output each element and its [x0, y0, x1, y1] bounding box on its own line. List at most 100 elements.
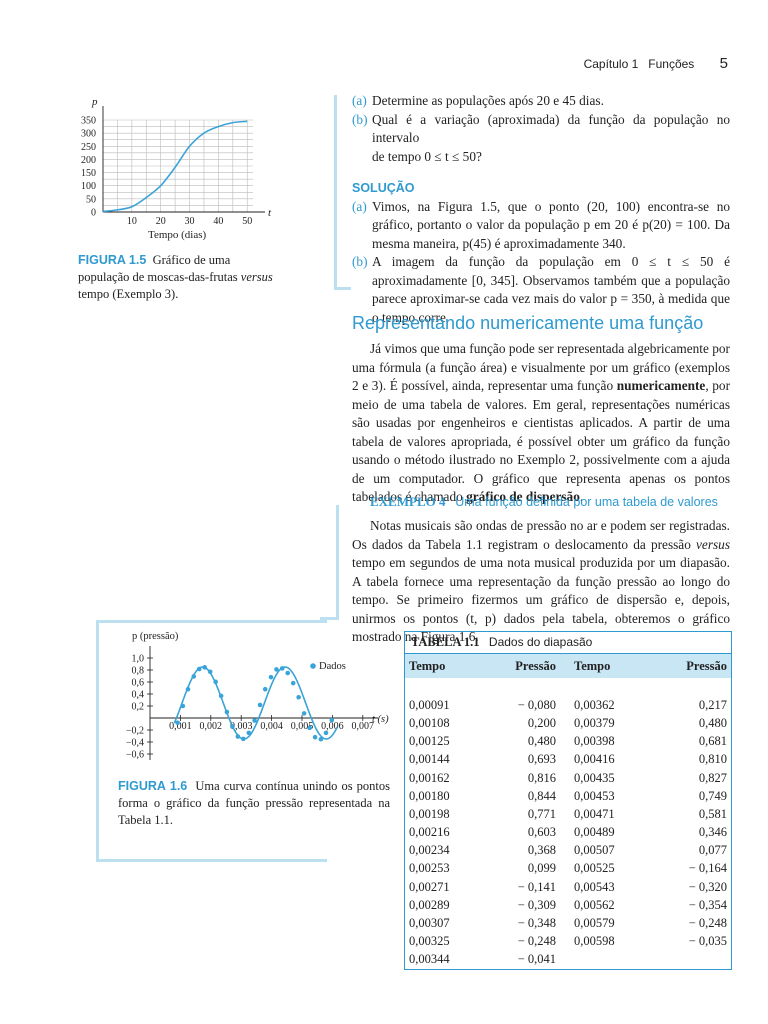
caption-text: Uma curva contínua unindo os pontos form…: [118, 779, 390, 827]
table-cell: − 0,141: [517, 879, 557, 894]
table-cell: − 0,248: [688, 916, 727, 931]
axes: 1,00,80,60,40,2 −0,2−0,4−0,6 0,001 0,002 0,0…: [126, 646, 378, 761]
caption-italic: versus: [240, 270, 273, 284]
item-text: Determine as populações após 20 e 45 dia…: [372, 93, 604, 108]
item-text-2: de tempo 0 ≤ t ≤ 50?: [372, 148, 482, 164]
table-cell: 0,00289: [409, 897, 450, 912]
data-point: [279, 666, 285, 671]
table-row: 0,00344 − 0,041: [405, 951, 731, 969]
data-point: [296, 694, 301, 700]
population-curve: [102, 120, 248, 213]
table-row: 0,00325 − 0,248 0,00598 − 0,035: [405, 933, 731, 951]
table-row: 0,00180 0,844 0,00453 0,749: [405, 787, 731, 805]
table-cell: 0,00471: [574, 806, 615, 821]
para-end: .: [579, 489, 584, 504]
t-axis-label: t: [268, 207, 272, 219]
table-cell: 0,00234: [409, 843, 450, 858]
data-point: [191, 674, 197, 679]
table-rows: 0,00091− 0,080 0,00362 0,217 0,00108 0,200 0,…: [405, 696, 731, 969]
data-point: [224, 709, 230, 715]
table-caption: TABELA 1.1 Dados do diapasão: [405, 632, 731, 654]
item-text: Vimos, na Figura 1.5, que o ponto (20, 1…: [372, 198, 730, 251]
solution-b: (b) A imagem da função da população em 0 …: [352, 253, 730, 327]
y-tick-label: 300: [81, 129, 96, 140]
x-axis-title: Tempo (dias): [148, 229, 207, 241]
example-text: Notas musicais são ondas de pressão no a…: [352, 517, 730, 647]
table-cell: 0,693: [527, 752, 557, 767]
y-tick-label: 0: [91, 208, 96, 219]
table-cell: 0,00562: [574, 897, 615, 912]
x-tick-label: 30: [185, 216, 195, 227]
data-point: [329, 717, 335, 723]
figure-1-6-chart: 1,00,80,60,40,2 −0,2−0,4−0,6 0,001 0,002 0,0…: [126, 631, 389, 761]
y-tick-label: 250: [81, 142, 96, 153]
data-point: [241, 736, 246, 742]
y-tick-label: 350: [81, 116, 96, 127]
data-point: [246, 730, 252, 736]
data-point: [230, 724, 235, 729]
data-point: [262, 686, 268, 692]
table-cell: 0,368: [527, 843, 557, 858]
table-cell: − 0,248: [517, 934, 557, 949]
y-tick-label: 0,8: [132, 666, 145, 677]
table-cell: 0,00125: [409, 734, 450, 749]
data-point: [312, 734, 318, 740]
table-1-1: TABELA 1.1 Dados do diapasão Tempo Press…: [404, 631, 732, 970]
table-cell: 0,217: [698, 697, 727, 712]
x-tick-label: 0,001: [169, 721, 192, 732]
table-row: 0,00108 0,200 0,00379 0,480: [405, 714, 731, 732]
y-tick-label: −0,2: [126, 726, 144, 737]
chapter-title: Funções: [648, 57, 695, 71]
table-row: 0,00253 0,099 0,00525 − 0,164: [405, 860, 731, 878]
header-cell: Tempo: [574, 658, 611, 673]
para-bold-2: gráfico de dispersão: [466, 489, 580, 504]
data-point: [196, 666, 202, 672]
table-cell: 0,00379: [574, 715, 615, 730]
table-row: 0,00216 0,603 0,00489 0,346: [405, 824, 731, 842]
table-cell: 0,749: [698, 788, 727, 803]
table-cell: 0,00598: [574, 934, 615, 949]
table-cell: 0,077: [698, 843, 727, 858]
table-cell: 0,771: [527, 806, 557, 821]
table-cell: 0,00216: [409, 825, 450, 840]
table-row: 0,00307 − 0,348 0,00579 − 0,248: [405, 914, 731, 932]
table-cell: 0,827: [698, 770, 727, 785]
exercise-block: (a) Determine as populações após 20 e 45 …: [352, 92, 730, 327]
y-tick-label: 200: [81, 155, 96, 166]
y-tick-label: 50: [86, 194, 96, 205]
example-heading: EXEMPLO 4 Uma função definida por uma ta…: [370, 494, 718, 510]
caption-text-end: tempo (Exemplo 3).: [78, 287, 179, 301]
question-b: (b) Qual é a variação (aproximada) da fun…: [352, 111, 730, 167]
example-italic: versus: [696, 536, 730, 552]
data-point: [318, 736, 324, 742]
table-cell: 0,00398: [574, 734, 615, 749]
item-text: Qual é a variação (aproximada) da função…: [372, 111, 730, 146]
table-cell: 0,00162: [409, 770, 450, 785]
p-axis-label: p: [91, 96, 98, 108]
table-cell: 0,00507: [574, 843, 615, 858]
legend-marker: [310, 663, 316, 669]
table-cell: − 0,035: [688, 934, 727, 949]
item-label: (a): [352, 198, 367, 214]
bracket-example: [320, 505, 339, 620]
solution-a: (a) Vimos, na Figura 1.5, que o ponto (20…: [352, 198, 730, 254]
pressure-curve: [173, 666, 338, 740]
para-text: Já vimos que uma função pode ser represe…: [352, 341, 730, 393]
data-point: [180, 703, 186, 709]
table-cell: 0,00108: [409, 715, 450, 730]
data-point: [207, 669, 213, 675]
table-cell: − 0,309: [517, 897, 557, 912]
table-cell: 0,810: [698, 752, 727, 767]
table-cell: 0,00489: [574, 825, 615, 840]
header-cell: Pressão: [686, 658, 727, 673]
para-bold: numericamente: [616, 378, 706, 393]
figure-1-5-caption: FIGURA 1.5 Gráfico de uma população de m…: [78, 252, 278, 303]
y-tick-label: −0,4: [126, 738, 144, 749]
para-text-2: , por meio de uma tabela de valores. Em …: [352, 378, 731, 504]
table-cell: 0,099: [527, 861, 557, 876]
data-point: [285, 670, 291, 676]
item-label: (b): [352, 111, 368, 127]
table-cell: [560, 951, 653, 969]
table-cell: 0,581: [698, 806, 727, 821]
item-text: A imagem da função da população em 0 ≤ t…: [372, 254, 730, 325]
